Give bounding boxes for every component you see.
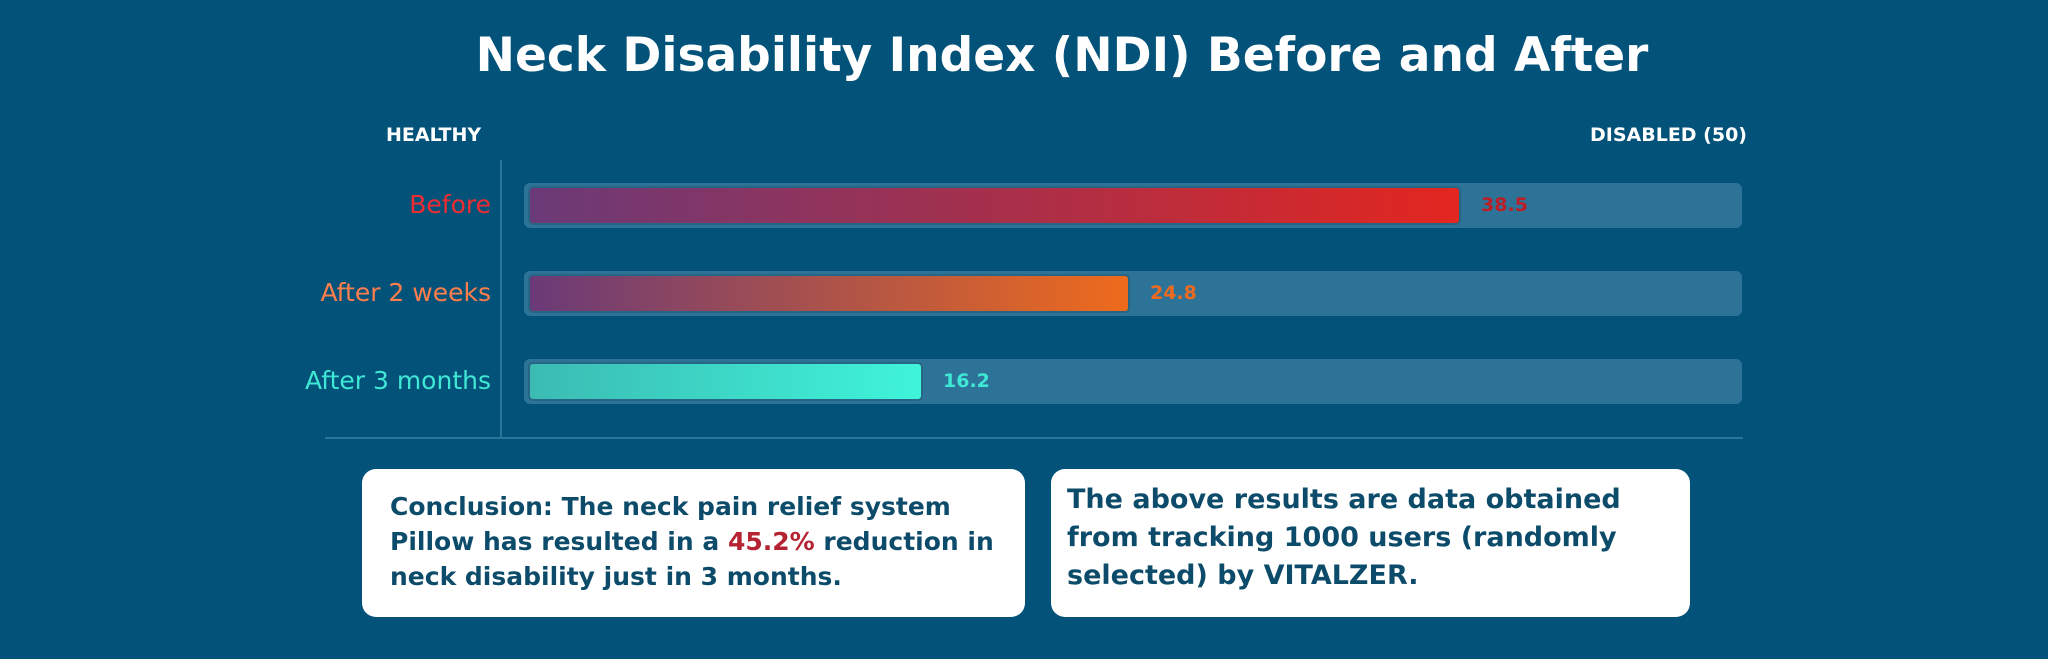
- scale-label-disabled: DISABLED (50): [1590, 124, 1747, 146]
- chart-title: Neck Disability Index (NDI) Before and A…: [475, 28, 1649, 83]
- conclusion-text: Conclusion: The neck pain relief system …: [390, 489, 1001, 594]
- reduction-percent: 45.2%: [727, 527, 815, 556]
- bar-label: Before: [409, 190, 491, 219]
- bar: [530, 364, 921, 399]
- bar-value-label: 24.8: [1150, 282, 1197, 304]
- bar-track: [524, 359, 1742, 404]
- source-card: The above results are data obtained from…: [1051, 469, 1690, 617]
- conclusion-card: Conclusion: The neck pain relief system …: [362, 469, 1025, 617]
- scale-label-healthy: HEALTHY: [386, 124, 482, 146]
- axis-line-vertical: [500, 160, 502, 438]
- bar-label: After 2 weeks: [320, 278, 491, 307]
- bar-track: [524, 271, 1742, 316]
- source-text: The above results are data obtained from…: [1067, 484, 1621, 591]
- bar: [530, 276, 1128, 311]
- bar-value-label: 38.5: [1481, 194, 1528, 216]
- conclusion-text-start: Conclusion: The neck pain relief system …: [390, 492, 951, 556]
- bar-label: After 3 months: [305, 366, 491, 395]
- bar: [530, 188, 1459, 223]
- bar-value-label: 16.2: [943, 370, 990, 392]
- conclusion-text-end: reduction in neck disability just in 3 m…: [390, 527, 994, 591]
- bar-track: [524, 183, 1742, 228]
- axis-line-horizontal: [325, 437, 1743, 439]
